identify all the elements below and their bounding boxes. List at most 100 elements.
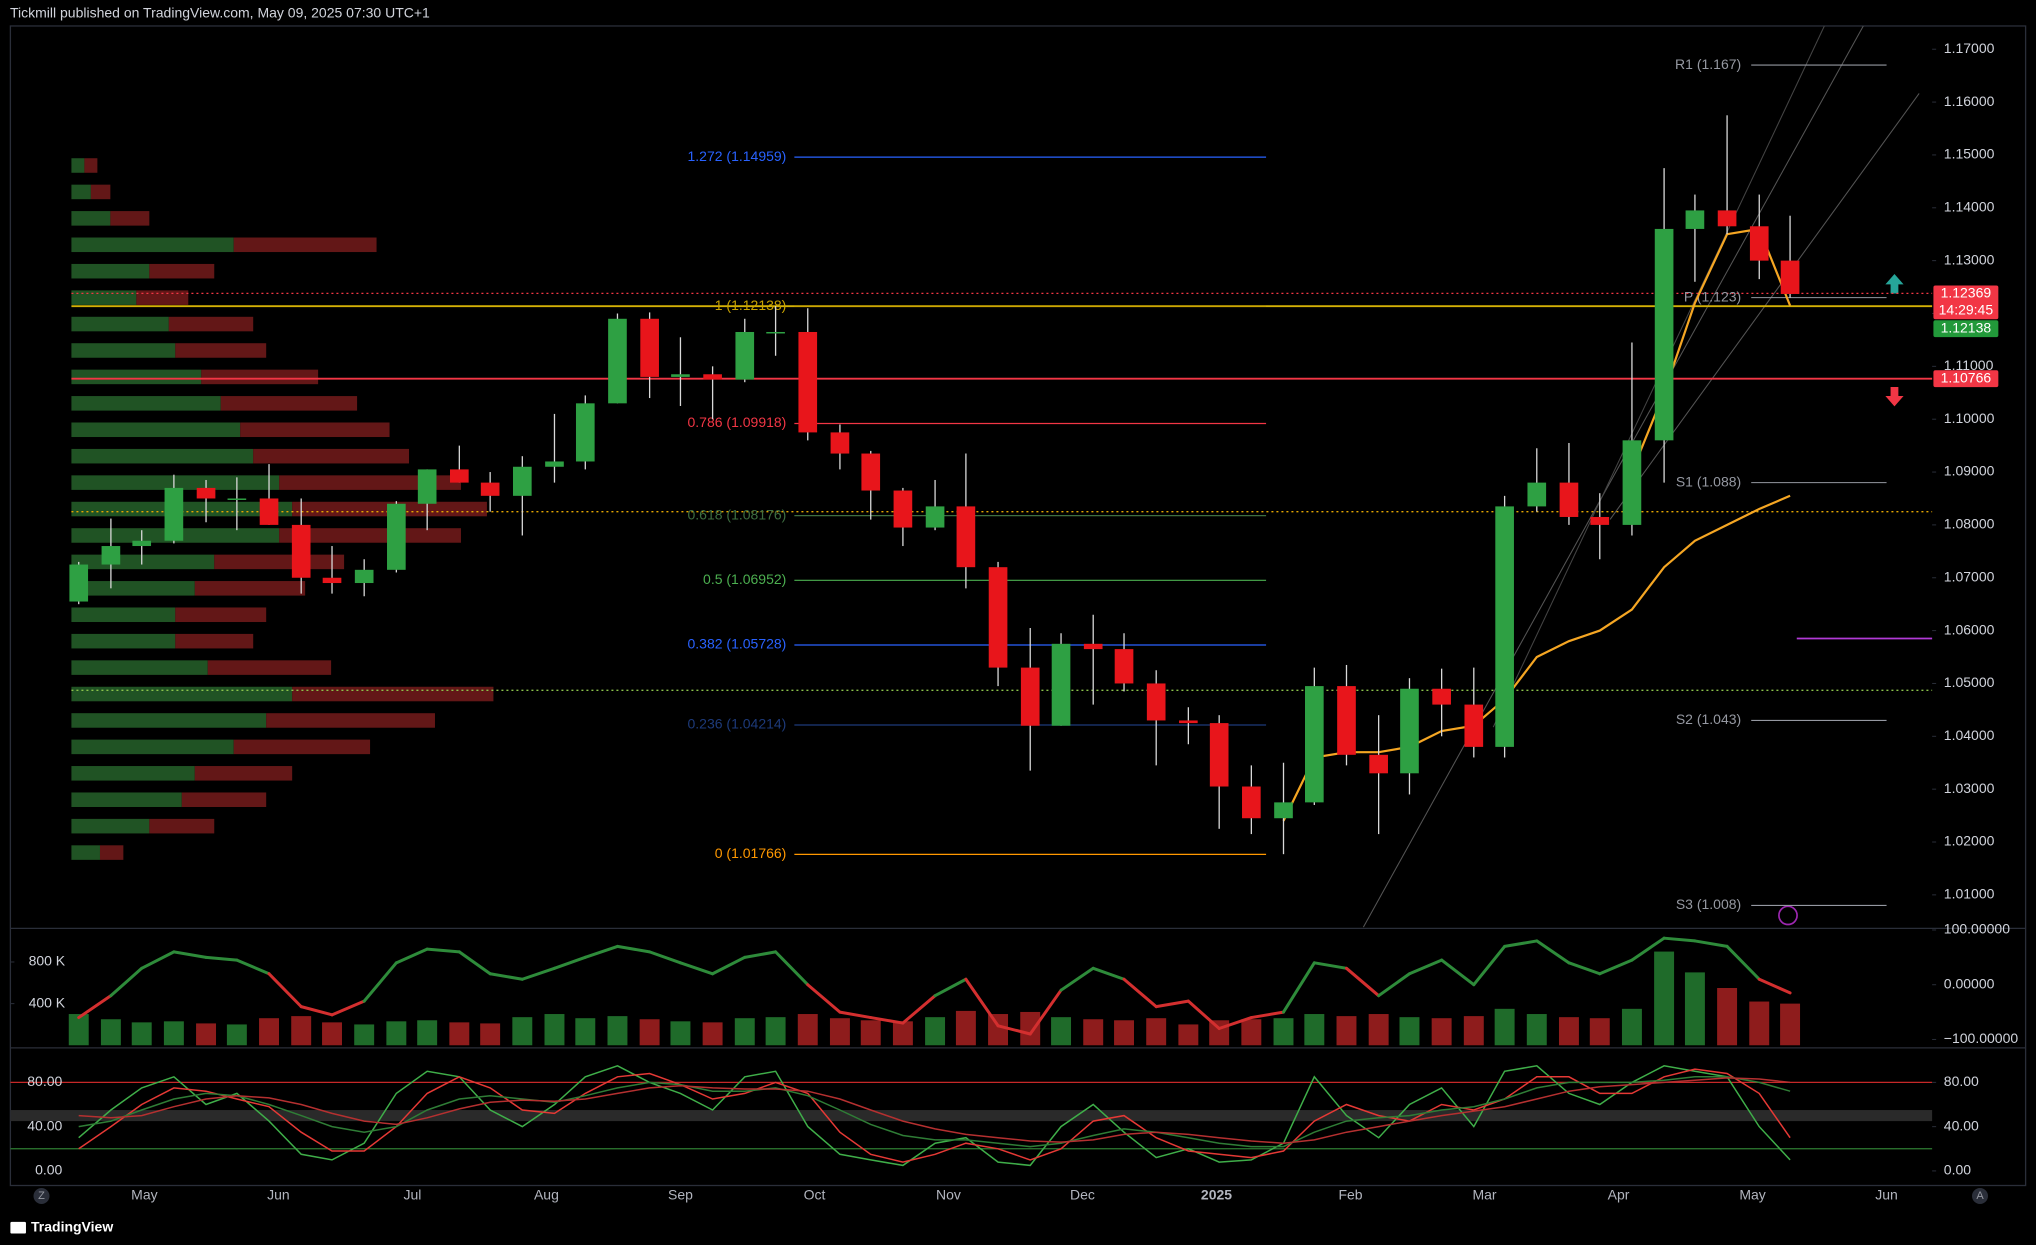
- indicator-segment: [648, 950, 682, 965]
- candle-body: [1654, 228, 1674, 441]
- candle-body: [893, 490, 913, 528]
- profile-up: [71, 581, 195, 596]
- oscillator-line: [78, 1077, 1791, 1144]
- price-tag: [1933, 285, 1999, 320]
- profile-up: [71, 633, 176, 649]
- volume-bar: [354, 1024, 375, 1046]
- fib-label: 0.236 (1.04214): [687, 716, 786, 732]
- indicator-segment: [362, 961, 398, 1003]
- volume-bar: [322, 1022, 342, 1046]
- indicator-segment: [838, 1010, 873, 1020]
- volume-bar: [860, 1020, 881, 1046]
- indicator-segment: [711, 955, 747, 976]
- indicator-segment: [457, 950, 492, 976]
- profile-up: [71, 211, 111, 226]
- profile-up: [71, 475, 280, 490]
- indicator-segment: [267, 972, 303, 1009]
- indicator-segment: [1059, 966, 1095, 992]
- indicator-segment: [77, 994, 113, 1020]
- y-tick-label: 400 K: [29, 994, 66, 1010]
- indicator-segment: [1757, 977, 1792, 995]
- volume-bar: [480, 1023, 501, 1046]
- y-tick-label: 80.00: [27, 1073, 62, 1089]
- volume-bar: [639, 1019, 660, 1046]
- profile-down: [292, 686, 494, 702]
- y-tick-label: 40.00: [27, 1117, 62, 1133]
- profile-down: [279, 475, 461, 490]
- candle-body: [956, 506, 976, 568]
- profile-down: [233, 739, 371, 755]
- x-tick-label: May: [131, 1187, 157, 1203]
- candle-body: [830, 432, 850, 454]
- button-label[interactable]: Z: [38, 1190, 45, 1202]
- volume-bar: [1273, 1018, 1294, 1046]
- y-tick-label: 40.00: [1944, 1117, 1979, 1133]
- profile-down: [214, 554, 345, 570]
- volume-bar: [925, 1017, 946, 1046]
- volume-bar: [1020, 1011, 1041, 1046]
- volume-bar: [163, 1021, 184, 1046]
- button[interactable]: [1972, 1188, 1988, 1204]
- candle-body: [1464, 704, 1484, 747]
- profile-up: [71, 448, 254, 464]
- profile-up: [71, 396, 221, 411]
- candle-body: [1590, 516, 1610, 525]
- button[interactable]: [33, 1188, 50, 1204]
- candle-body: [387, 503, 406, 570]
- indicator-segment: [1693, 939, 1729, 948]
- profile-up: [71, 316, 169, 332]
- indicator-segment: [1630, 936, 1666, 962]
- profile-up: [71, 369, 202, 385]
- profile-down: [110, 211, 150, 226]
- y-tick-label: 1.15000: [1944, 146, 1995, 162]
- profile-up: [71, 792, 182, 807]
- volume-bar: [955, 1010, 976, 1046]
- button-label[interactable]: A: [1976, 1190, 1984, 1202]
- volume-bar: [892, 1021, 913, 1046]
- candle-body: [575, 403, 595, 462]
- profile-down: [175, 343, 267, 358]
- candle-body: [1749, 226, 1769, 261]
- profile-down: [99, 845, 124, 860]
- y-tick-label: 1.11000: [1944, 357, 1994, 373]
- price-tag: [1933, 320, 1999, 338]
- candle-body: [861, 453, 881, 491]
- y-tick-label: 1.05000: [1944, 674, 1995, 690]
- indicator-segment: [964, 977, 1000, 1028]
- frame: [9, 25, 2027, 1187]
- y2-tick-label: 0.00000: [1944, 975, 1995, 991]
- candle-body: [480, 482, 500, 496]
- candle-body: [1304, 686, 1324, 803]
- candle-body: [227, 498, 247, 500]
- indicator-segment: [1028, 988, 1063, 1036]
- candle-body: [164, 487, 184, 541]
- indicator-segment: [1567, 961, 1602, 976]
- volume-bar: [829, 1018, 850, 1046]
- volume-bar: [417, 1020, 438, 1046]
- indicator-segment: [1535, 939, 1571, 965]
- volume-bar: [1114, 1020, 1134, 1046]
- price-tag: [1933, 370, 1999, 388]
- profile-up: [71, 766, 195, 781]
- x-tick-label: Jun: [1875, 1187, 1898, 1203]
- candle-body: [1274, 802, 1293, 819]
- candle-body: [1242, 786, 1261, 819]
- candle-body: [417, 469, 437, 504]
- indicator-segment: [678, 961, 715, 976]
- volume-bar: [1241, 1019, 1262, 1046]
- indicator-segment: [774, 950, 810, 987]
- profile-down: [84, 158, 98, 173]
- volume-bar: [734, 1018, 755, 1046]
- indicator-segment: [1312, 961, 1348, 970]
- profile-up: [71, 263, 150, 279]
- indicator-segment: [933, 977, 968, 998]
- indicator-segment: [330, 999, 366, 1017]
- x-tick-label: Sep: [668, 1187, 693, 1203]
- profile-down: [201, 369, 319, 385]
- candle-body: [1051, 643, 1071, 726]
- volume-bar: [1684, 972, 1705, 1046]
- volume-bar: [386, 1021, 407, 1046]
- indicator-segment: [488, 972, 524, 981]
- indicator-segment: [1598, 958, 1634, 976]
- volume-bar: [512, 1017, 533, 1046]
